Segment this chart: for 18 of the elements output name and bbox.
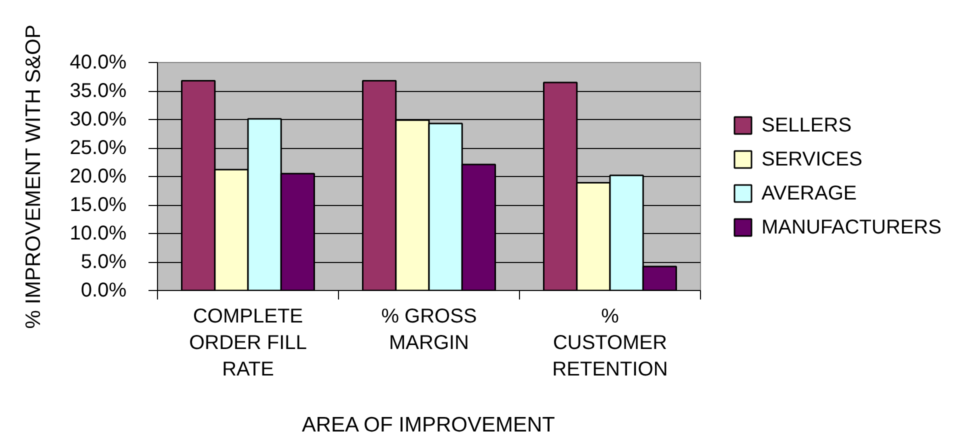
- x-tick-label: % GROSS MARGIN: [381, 306, 477, 354]
- y-tick-label: 35.0%: [70, 80, 127, 102]
- y-tick-label: 30.0%: [70, 108, 127, 130]
- y-tick-label: 20.0%: [70, 166, 127, 188]
- y-tick-label: 0.0%: [80, 280, 127, 302]
- y-tick-label: 15.0%: [70, 194, 127, 216]
- x-axis-title: AREA OF IMPROVEMENT: [302, 413, 556, 436]
- y-tick-label: 5.0%: [80, 251, 127, 273]
- y-axis-title: % IMPROVEMENT WITH S&OP: [22, 24, 45, 329]
- legend-label: SELLERS: [762, 114, 852, 136]
- y-tick-label: 25.0%: [70, 137, 127, 159]
- legend-label: AVERAGE: [762, 182, 857, 204]
- y-tick-label: 40.0%: [70, 52, 127, 74]
- legend-label: SERVICES: [762, 148, 862, 170]
- x-tick-label: COMPLETE ORDER FILL RATE: [189, 306, 307, 380]
- y-tick-label: 10.0%: [70, 222, 127, 244]
- legend-label: MANUFACTURERS: [762, 216, 942, 238]
- x-tick-label: % CUSTOMER RETENTION: [552, 306, 668, 380]
